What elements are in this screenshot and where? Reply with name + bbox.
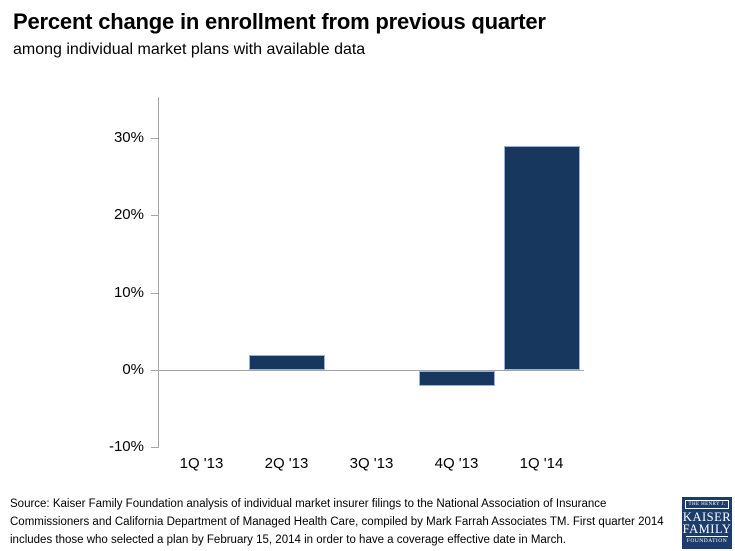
- y-tick: [151, 138, 158, 140]
- bar: [503, 145, 580, 370]
- kff-logo-rule: [686, 536, 728, 537]
- chart-header: Percent change in enrollment from previo…: [13, 8, 723, 60]
- y-axis: [158, 97, 159, 449]
- y-axis-label: 20%: [113, 206, 144, 224]
- source-note: Source: Kaiser Family Foundation analysi…: [10, 495, 672, 549]
- source-line-2: Commissioners and California Department …: [10, 516, 664, 528]
- bar: [418, 371, 495, 387]
- x-axis-label: 1Q '13: [179, 455, 224, 473]
- y-axis-label: 30%: [113, 129, 144, 147]
- y-axis-label: 10%: [113, 283, 144, 301]
- chart-title: Percent change in enrollment from previo…: [13, 9, 546, 34]
- x-axis-label: 2Q '13: [264, 455, 309, 473]
- kff-logo-kaiser: KAISER: [682, 510, 732, 524]
- kff-logo-henry-line: THE HENRY J.: [685, 500, 729, 509]
- x-axis-label: 3Q '13: [349, 455, 394, 473]
- y-tick: [151, 370, 158, 371]
- source-line-3: includes those who selected a plan by Fe…: [10, 534, 566, 546]
- y-tick: [151, 447, 158, 449]
- zero-gridline: [159, 370, 584, 371]
- x-axis-label: 1Q '14: [519, 455, 564, 473]
- y-tick: [151, 292, 158, 294]
- chart-subtitle: among individual market plans with avail…: [13, 41, 366, 58]
- kff-logo: THE HENRY J. KAISER FAMILY FOUNDATION: [682, 497, 732, 549]
- kff-logo-foundation: FOUNDATION: [686, 538, 728, 544]
- y-axis-label: -10%: [108, 438, 144, 456]
- y-axis-label: 0%: [122, 361, 144, 378]
- bar: [248, 354, 325, 370]
- source-line-1: Source: Kaiser Family Foundation analysi…: [10, 498, 607, 510]
- kff-logo-family: FAMILY: [682, 522, 732, 536]
- y-tick: [151, 215, 158, 217]
- x-axis-label: 4Q '13: [434, 455, 479, 473]
